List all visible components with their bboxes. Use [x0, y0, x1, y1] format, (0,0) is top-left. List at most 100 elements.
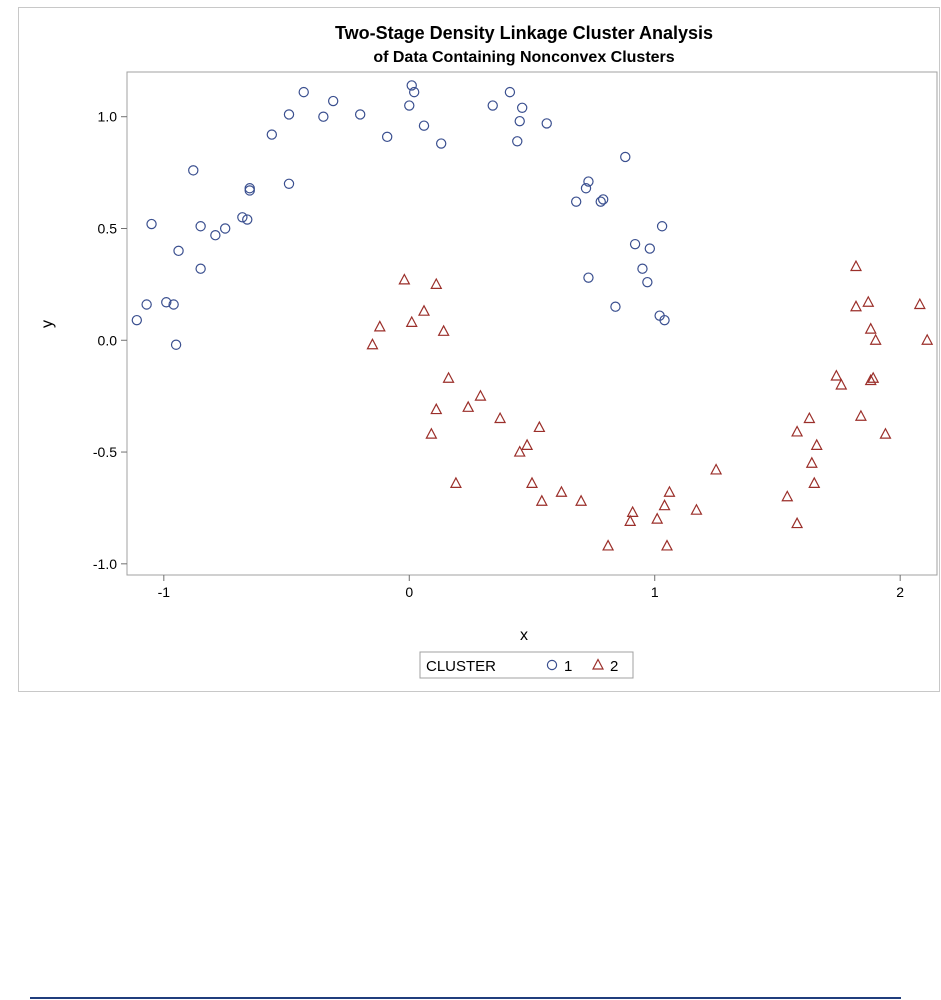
data-point-cluster-1 — [195, 221, 206, 232]
legend-item-2: 2 — [592, 658, 618, 675]
data-point-cluster-2 — [862, 295, 875, 307]
data-point-cluster-2 — [850, 259, 862, 272]
data-point-cluster-2 — [803, 411, 816, 424]
data-point-cluster-2 — [535, 494, 548, 506]
x-tick-label: 0 — [405, 584, 413, 600]
data-point-cluster-2 — [710, 463, 723, 475]
data-point-cluster-1 — [583, 176, 594, 187]
data-point-cluster-1 — [195, 263, 206, 274]
legend-label-2: 2 — [610, 658, 618, 675]
data-point-cluster-2 — [430, 277, 443, 289]
data-point-cluster-2 — [513, 445, 526, 457]
data-point-cluster-2 — [418, 304, 430, 316]
x-axis: -1 0 1 2 — [158, 575, 904, 600]
legend-circle-icon — [546, 659, 558, 671]
data-point-cluster-1 — [620, 151, 631, 163]
data-point-cluster-2 — [781, 490, 794, 502]
data-point-cluster-1 — [637, 263, 648, 274]
data-point-cluster-2 — [626, 505, 639, 518]
data-point-cluster-2 — [690, 503, 703, 515]
data-point-cluster-2 — [526, 476, 538, 488]
x-axis-label: x — [520, 627, 528, 644]
data-point-cluster-1 — [656, 221, 668, 232]
chart-figure: Two-Stage Density Linkage Cluster Analys… — [18, 7, 940, 692]
data-point-cluster-2 — [864, 373, 877, 386]
data-point-cluster-1 — [161, 297, 172, 308]
data-point-cluster-1 — [298, 86, 309, 98]
data-point-cluster-2 — [521, 438, 534, 450]
data-point-cluster-1 — [418, 120, 430, 131]
data-point-cluster-2 — [850, 300, 862, 312]
data-point-cluster-1 — [131, 314, 143, 326]
data-point-cluster-1 — [219, 223, 231, 234]
data-point-cluster-2 — [494, 411, 507, 424]
data-point-cluster-2 — [867, 371, 880, 383]
data-point-cluster-2 — [921, 333, 934, 345]
data-point-cluster-2 — [533, 420, 546, 433]
data-point-cluster-1 — [595, 196, 606, 207]
legend-box — [419, 651, 634, 679]
legend-item-1: 1 — [546, 658, 572, 675]
data-point-cluster-2 — [854, 409, 867, 421]
data-point-cluster-1 — [516, 102, 528, 113]
data-point-cluster-1 — [283, 178, 295, 189]
y-axis: -1.0 -0.5 0.0 0.5 1.0 — [93, 109, 127, 572]
data-point-cluster-2 — [555, 485, 568, 497]
data-point-cluster-1 — [570, 196, 582, 207]
data-point-cluster-1 — [237, 212, 248, 223]
data-point-cluster-2 — [661, 539, 673, 551]
data-point-cluster-2 — [651, 512, 664, 524]
data-point-cluster-1 — [583, 272, 594, 283]
data-point-cluster-2 — [791, 516, 804, 529]
data-point-cluster-1 — [173, 245, 184, 257]
data-point-cluster-1 — [629, 238, 641, 250]
data-point-cluster-1 — [266, 129, 278, 140]
data-point-cluster-2 — [663, 485, 676, 497]
data-point-cluster-1 — [354, 109, 366, 120]
data-point-cluster-1 — [170, 339, 182, 350]
data-point-cluster-1 — [435, 138, 447, 149]
bottom-divider — [30, 997, 901, 999]
data-point-cluster-1 — [504, 86, 516, 98]
data-point-cluster-1 — [210, 229, 221, 241]
y-axis-label: y — [39, 320, 56, 328]
data-point-cluster-2 — [449, 476, 462, 488]
scatter-chart: Two-Stage Density Linkage Cluster Analys… — [39, 23, 938, 679]
data-point-cluster-1 — [168, 299, 179, 310]
data-point-cluster-2 — [879, 427, 892, 439]
data-point-cluster-1 — [514, 115, 525, 127]
data-point-cluster-1 — [244, 183, 255, 194]
data-point-cluster-2 — [405, 315, 418, 327]
data-point-cluster-1 — [408, 86, 420, 98]
data-point-cluster-2 — [602, 539, 615, 551]
data-point-cluster-2 — [624, 514, 637, 526]
data-point-cluster-2 — [864, 322, 877, 334]
data-point-cluster-1 — [188, 165, 199, 176]
data-point-cluster-1 — [580, 183, 592, 194]
data-point-cluster-1 — [597, 194, 609, 205]
y-tick-label: -0.5 — [93, 444, 117, 460]
data-point-cluster-2 — [425, 427, 438, 439]
data-point-cluster-1 — [318, 111, 329, 122]
legend-title: CLUSTER — [426, 658, 496, 675]
data-point-cluster-1 — [327, 95, 339, 107]
data-point-cluster-1 — [404, 100, 415, 111]
y-tick-label: -1.0 — [93, 556, 117, 572]
data-point-cluster-1 — [146, 218, 157, 230]
x-tick-label: -1 — [158, 584, 171, 600]
data-point-cluster-1 — [244, 185, 255, 196]
data-point-cluster-1 — [242, 214, 253, 225]
data-point-cluster-1 — [610, 301, 621, 312]
data-point-cluster-2 — [575, 494, 588, 506]
data-point-cluster-2 — [462, 400, 475, 412]
data-point-cluster-1 — [512, 136, 523, 147]
legend-triangle-icon — [592, 658, 604, 670]
data-point-cluster-1 — [659, 314, 670, 326]
y-tick-label: 1.0 — [98, 109, 118, 125]
data-point-cluster-2 — [430, 402, 443, 415]
chart-title: Two-Stage Density Linkage Cluster Analys… — [335, 23, 713, 43]
data-point-cluster-2 — [658, 499, 671, 511]
legend-label-1: 1 — [564, 658, 572, 675]
data-point-cluster-1 — [642, 276, 653, 288]
data-points — [131, 80, 934, 551]
